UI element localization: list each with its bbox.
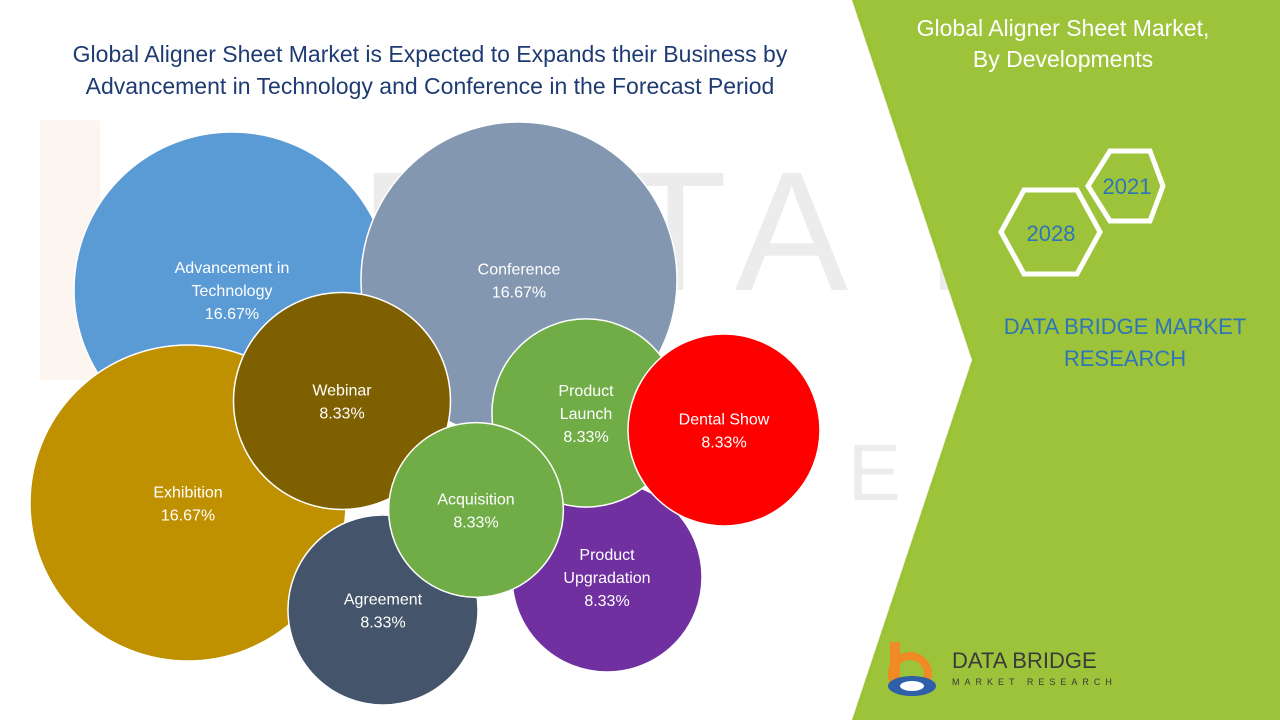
bubble-value-exhibition: 16.67% bbox=[161, 508, 215, 525]
brand-text: DATA BRIDGE MARKET RESEARCH bbox=[980, 311, 1270, 375]
hexagon-2021 bbox=[1085, 148, 1166, 224]
bubble-label-advancement-in-technology: Advancement in bbox=[175, 260, 290, 277]
panel-title-line-1: Global Aligner Sheet Market, bbox=[916, 15, 1210, 41]
bubble-label-dental-show: Dental Show bbox=[679, 412, 770, 429]
logo-name: DATA BRIDGE bbox=[952, 648, 1097, 673]
green-panel-shape bbox=[852, 0, 1280, 720]
bubble-value-dental-show: 8.33% bbox=[701, 435, 746, 452]
bubble-value-webinar: 8.33% bbox=[319, 406, 364, 423]
bubble-label-product-launch: Product bbox=[558, 383, 614, 400]
bubble-label-acquisition: Acquisition bbox=[437, 492, 514, 509]
title-line-2: Advancement in Technology and Conference… bbox=[85, 73, 775, 99]
hexagon-2028 bbox=[998, 187, 1103, 277]
year-2028-label: 2028 bbox=[1027, 221, 1076, 246]
year-2021-label: 2021 bbox=[1103, 174, 1152, 199]
bubble-label-product-upgradation: Upgradation bbox=[563, 570, 650, 587]
bubble-value-agreement: 8.33% bbox=[360, 615, 405, 632]
bubble-label-webinar: Webinar bbox=[312, 383, 372, 400]
brand-line-1: DATA BRIDGE MARKET bbox=[1003, 314, 1247, 339]
bubble-label-agreement: Agreement bbox=[344, 592, 423, 609]
data-bridge-logo-icon bbox=[888, 642, 936, 696]
bubble-value-product-launch: 8.33% bbox=[563, 429, 608, 446]
bubble-label-product-upgradation: Product bbox=[579, 547, 635, 564]
title-line-1: Global Aligner Sheet Market is Expected … bbox=[72, 41, 788, 67]
logo-tagline: MARKET RESEARCH bbox=[952, 677, 1117, 687]
bubble-label-conference: Conference bbox=[478, 262, 561, 279]
panel-title-line-2: By Developments bbox=[972, 46, 1154, 72]
bubble-value-advancement-in-technology: 16.67% bbox=[205, 306, 259, 323]
brand-line-2: RESEARCH bbox=[1063, 346, 1187, 371]
bubble-value-acquisition: 8.33% bbox=[453, 515, 498, 532]
bubble-label-product-launch: Launch bbox=[560, 406, 613, 423]
bubble-label-exhibition: Exhibition bbox=[153, 485, 222, 502]
page-title: Global Aligner Sheet Market is Expected … bbox=[20, 38, 840, 102]
bubble-circle-acquisition bbox=[387, 421, 565, 599]
bubble-circle-webinar bbox=[232, 291, 452, 511]
bubble-value-product-upgradation: 8.33% bbox=[584, 593, 629, 610]
bubble-value-conference: 16.67% bbox=[492, 285, 546, 302]
panel-title: Global Aligner Sheet Market, By Developm… bbox=[880, 13, 1246, 75]
bubble-circle-dental-show bbox=[627, 333, 821, 527]
bubble-acquisition: Acquisition 8.33% bbox=[387, 421, 565, 599]
bubble-label-advancement-in-technology: Technology bbox=[192, 283, 273, 300]
bubble-dental-show: Dental Show 8.33% bbox=[627, 333, 821, 527]
bubble-webinar: Webinar 8.33% bbox=[232, 291, 452, 511]
